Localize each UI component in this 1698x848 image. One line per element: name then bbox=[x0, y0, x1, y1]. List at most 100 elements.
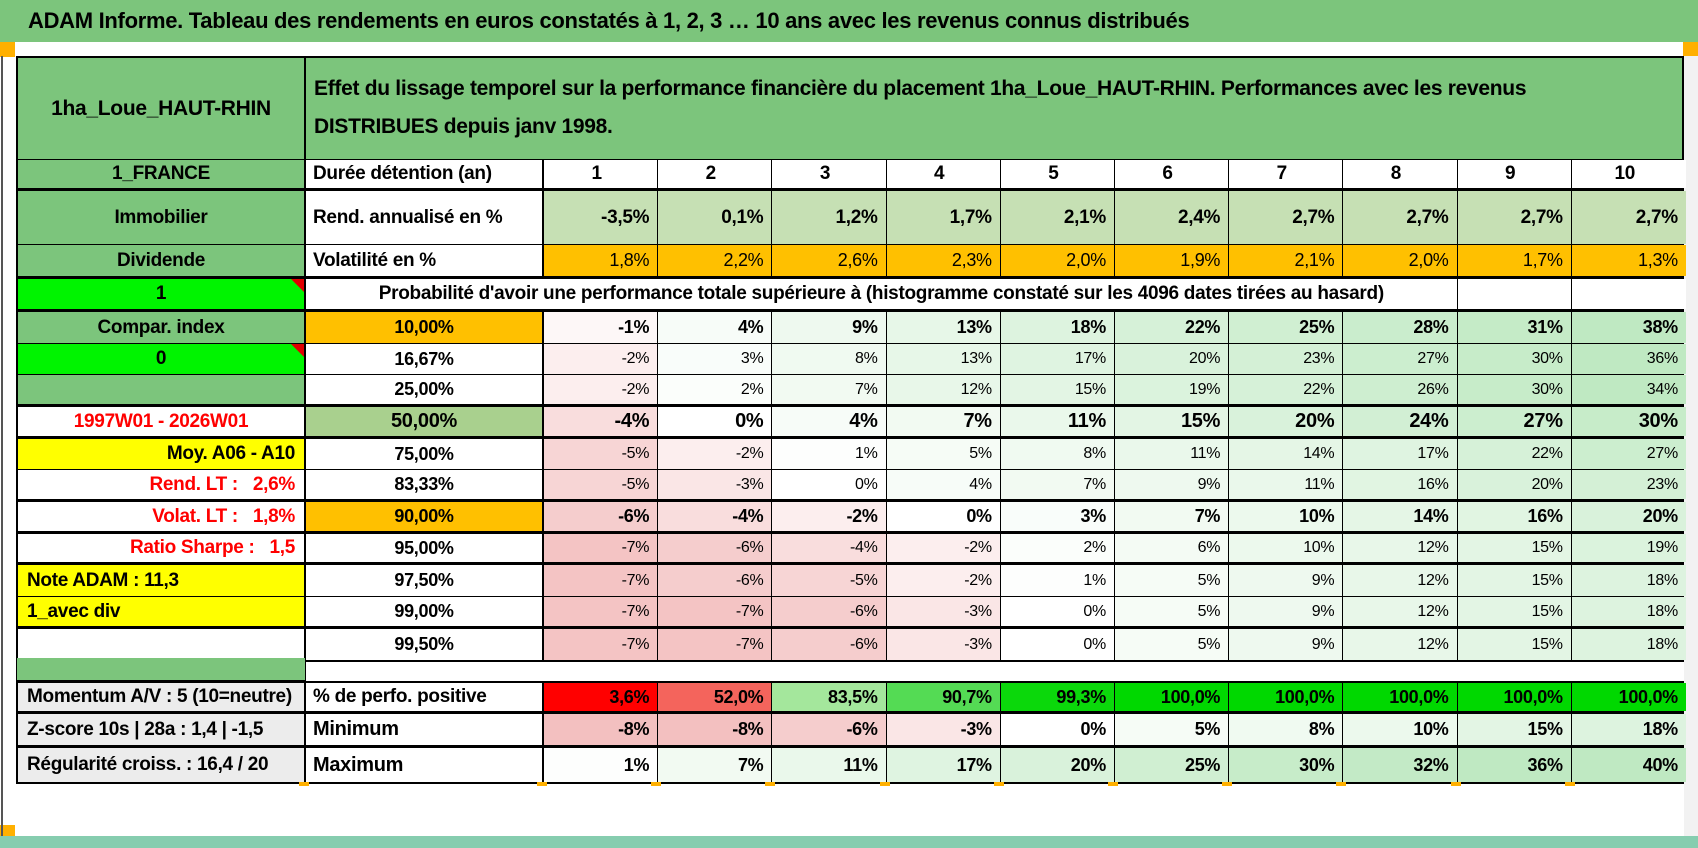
row-label-p99[interactable]: 99,00% bbox=[306, 597, 544, 626]
cell-positive-6[interactable]: 100,0% bbox=[1114, 683, 1230, 711]
sidebar-cell-p25[interactable] bbox=[18, 375, 306, 404]
cell-rend-10[interactable]: 2,7% bbox=[1571, 191, 1686, 244]
cell-duration-1[interactable]: 1 bbox=[544, 160, 659, 188]
cell-p75-9[interactable]: 22% bbox=[1457, 439, 1572, 469]
cell-p995-10[interactable]: 18% bbox=[1571, 629, 1686, 660]
cell-p25-7[interactable]: 22% bbox=[1229, 375, 1344, 404]
cell-p25-1[interactable]: -2% bbox=[544, 375, 659, 404]
cell-minimum-2[interactable]: -8% bbox=[658, 714, 773, 745]
cell-p16-3[interactable]: 8% bbox=[772, 344, 887, 374]
cell-duration-2[interactable]: 2 bbox=[658, 160, 773, 188]
cell-p10-4[interactable]: 13% bbox=[886, 312, 1001, 343]
cell-duration-3[interactable]: 3 bbox=[772, 160, 887, 188]
cell-p10-2[interactable]: 4% bbox=[658, 312, 773, 343]
cell-p10-6[interactable]: 22% bbox=[1114, 312, 1230, 343]
cell-duration-7[interactable]: 7 bbox=[1229, 160, 1344, 188]
cell-positive-8[interactable]: 100,0% bbox=[1343, 683, 1458, 711]
cell-p16-8[interactable]: 27% bbox=[1343, 344, 1458, 374]
cell-p97-7[interactable]: 9% bbox=[1229, 565, 1344, 596]
cell-p25-9[interactable]: 30% bbox=[1457, 375, 1572, 404]
cell-p995-1[interactable]: -7% bbox=[544, 629, 659, 660]
cell-p90-3[interactable]: -2% bbox=[772, 502, 887, 531]
cell-p10-1[interactable]: -1% bbox=[544, 312, 659, 343]
cell-p83-3[interactable]: 0% bbox=[772, 470, 887, 499]
sidebar-cell-minimum[interactable]: Z-score 10s | 28a : 1,4 | -1,5 bbox=[18, 714, 306, 745]
sidebar-cell-volat[interactable]: Dividende bbox=[18, 245, 306, 276]
cell-p90-5[interactable]: 3% bbox=[1000, 502, 1115, 531]
cell-p75-6[interactable]: 11% bbox=[1114, 439, 1230, 469]
row-label-p50[interactable]: 50,00% bbox=[306, 407, 544, 436]
sidebar-cell-duration[interactable]: 1_FRANCE bbox=[18, 160, 306, 188]
cell-p75-1[interactable]: -5% bbox=[544, 439, 659, 469]
cell-p10-8[interactable]: 28% bbox=[1343, 312, 1458, 343]
cell-p90-10[interactable]: 20% bbox=[1571, 502, 1686, 531]
cell-p16-10[interactable]: 36% bbox=[1571, 344, 1686, 374]
cell-p99-9[interactable]: 15% bbox=[1457, 597, 1572, 626]
cell-p95-3[interactable]: -4% bbox=[772, 534, 887, 562]
cell-volat-4[interactable]: 2,3% bbox=[886, 245, 1001, 276]
cell-minimum-10[interactable]: 18% bbox=[1571, 714, 1686, 745]
sidebar-cell-p10[interactable]: Compar. index bbox=[18, 312, 306, 343]
cell-maximum-4[interactable]: 17% bbox=[886, 748, 1001, 782]
cell-maximum-10[interactable]: 40% bbox=[1571, 748, 1686, 782]
cell-p95-5[interactable]: 2% bbox=[1000, 534, 1115, 562]
sidebar-cell-rend[interactable]: Immobilier bbox=[18, 191, 306, 244]
cell-p75-5[interactable]: 8% bbox=[1000, 439, 1115, 469]
cell-p99-8[interactable]: 12% bbox=[1343, 597, 1458, 626]
row-label-minimum[interactable]: Minimum bbox=[306, 714, 544, 745]
cell-p50-8[interactable]: 24% bbox=[1343, 407, 1458, 436]
cell-p83-2[interactable]: -3% bbox=[658, 470, 773, 499]
cell-p99-10[interactable]: 18% bbox=[1571, 597, 1686, 626]
cell-rend-9[interactable]: 2,7% bbox=[1457, 191, 1572, 244]
cell-p25-3[interactable]: 7% bbox=[772, 375, 887, 404]
table-subtitle-cell[interactable]: Effet du lissage temporel sur la perform… bbox=[306, 58, 1682, 159]
cell-p50-3[interactable]: 4% bbox=[772, 407, 887, 436]
cell-volat-2[interactable]: 2,2% bbox=[658, 245, 773, 276]
sidebar-cell-maximum[interactable]: Régularité croiss. : 16,4 / 20 bbox=[18, 748, 306, 782]
cell-p97-8[interactable]: 12% bbox=[1343, 565, 1458, 596]
row-label-p25[interactable]: 25,00% bbox=[306, 375, 544, 404]
cell-duration-9[interactable]: 9 bbox=[1457, 160, 1572, 188]
sidebar-cell-p97[interactable]: Note ADAM : 11,3 bbox=[18, 565, 306, 596]
cell-p95-2[interactable]: -6% bbox=[658, 534, 773, 562]
cell-p25-5[interactable]: 15% bbox=[1000, 375, 1115, 404]
cell-positive-10[interactable]: 100,0% bbox=[1571, 683, 1686, 711]
row-label-p97[interactable]: 97,50% bbox=[306, 565, 544, 596]
cell-p83-8[interactable]: 16% bbox=[1343, 470, 1458, 499]
cell-p16-5[interactable]: 17% bbox=[1000, 344, 1115, 374]
cell-maximum-7[interactable]: 30% bbox=[1229, 748, 1344, 782]
cell-minimum-7[interactable]: 8% bbox=[1229, 714, 1344, 745]
cell-volat-6[interactable]: 1,9% bbox=[1114, 245, 1230, 276]
cell-p16-4[interactable]: 13% bbox=[886, 344, 1001, 374]
cell-p25-4[interactable]: 12% bbox=[886, 375, 1001, 404]
cell-maximum-9[interactable]: 36% bbox=[1457, 748, 1572, 782]
cell-rend-3[interactable]: 1,2% bbox=[772, 191, 887, 244]
cell-p10-5[interactable]: 18% bbox=[1000, 312, 1115, 343]
cell-positive-5[interactable]: 99,3% bbox=[1000, 683, 1115, 711]
cell-volat-5[interactable]: 2,0% bbox=[1000, 245, 1115, 276]
cell-volat-9[interactable]: 1,7% bbox=[1457, 245, 1572, 276]
cell-p75-10[interactable]: 27% bbox=[1571, 439, 1686, 469]
cell-maximum-6[interactable]: 25% bbox=[1114, 748, 1230, 782]
cell-p99-2[interactable]: -7% bbox=[658, 597, 773, 626]
cell-p95-7[interactable]: 10% bbox=[1229, 534, 1344, 562]
sidebar-cell-p50[interactable]: 1997W01 - 2026W01 bbox=[18, 407, 306, 436]
sidebar-cell-p995[interactable] bbox=[18, 629, 306, 660]
cell-p90-8[interactable]: 14% bbox=[1343, 502, 1458, 531]
cell-p25-6[interactable]: 19% bbox=[1114, 375, 1230, 404]
cell-p16-6[interactable]: 20% bbox=[1114, 344, 1230, 374]
cell-p95-8[interactable]: 12% bbox=[1343, 534, 1458, 562]
sidebar-cell-p83[interactable]: Rend. LT : 2,6% bbox=[18, 470, 306, 499]
row-label-p995[interactable]: 99,50% bbox=[306, 629, 544, 660]
probability-header-cell[interactable]: Probabilité d'avoir une performance tota… bbox=[306, 279, 1458, 309]
cell-positive-1[interactable]: 3,6% bbox=[544, 683, 659, 711]
cell-p75-2[interactable]: -2% bbox=[658, 439, 773, 469]
cell-p16-7[interactable]: 23% bbox=[1229, 344, 1344, 374]
cell-p99-5[interactable]: 0% bbox=[1000, 597, 1115, 626]
cell-minimum-9[interactable]: 15% bbox=[1457, 714, 1572, 745]
cell-p83-10[interactable]: 23% bbox=[1571, 470, 1686, 499]
asset-name-cell[interactable]: 1ha_Loue_HAUT-RHIN bbox=[18, 58, 306, 159]
cell-p50-2[interactable]: 0% bbox=[658, 407, 773, 436]
cell-p99-1[interactable]: -7% bbox=[544, 597, 659, 626]
cell-minimum-4[interactable]: -3% bbox=[886, 714, 1001, 745]
